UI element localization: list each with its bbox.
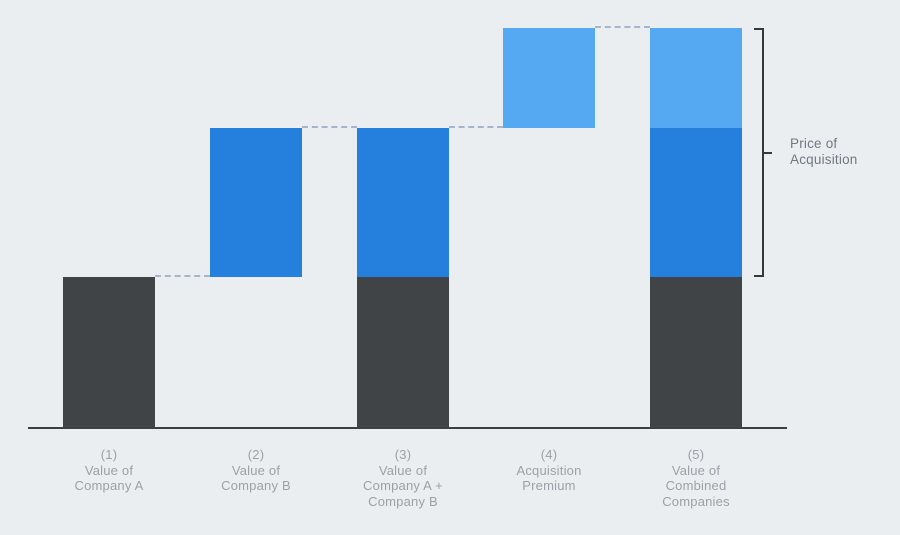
bar-segment-3-dark [357,277,449,427]
bar-segment-5-lightblue [650,28,742,128]
dashed-connector-2 [302,126,357,128]
bracket-bottom-tick [754,275,762,277]
bracket-vertical-line [762,28,764,277]
category-label-4: (4) Acquisition Premium [516,447,582,493]
category-label-2: (2) Value of Company B [221,447,291,493]
bar-segment-3-blue [357,128,449,277]
bar-segment-5-blue [650,128,742,277]
bar-segment-1-dark [63,277,155,427]
category-label-1: (1) Value of Company A [74,447,144,493]
bar-segment-4-lightblue [503,28,595,128]
price-of-acquisition-label: Price of Acquisition [790,136,858,167]
dashed-connector-1 [155,275,210,277]
bracket-top-tick [754,28,762,30]
dashed-connector-4 [595,26,650,28]
bracket-middle-tick [764,151,772,154]
bar-segment-5-dark [650,277,742,427]
category-label-3: (3) Value of Company A + Company B [363,447,443,509]
bar-segment-2-blue [210,128,302,277]
category-label-5: (5) Value of Combined Companies [662,447,730,509]
dashed-connector-3 [449,126,503,128]
x-axis-line [28,427,787,429]
